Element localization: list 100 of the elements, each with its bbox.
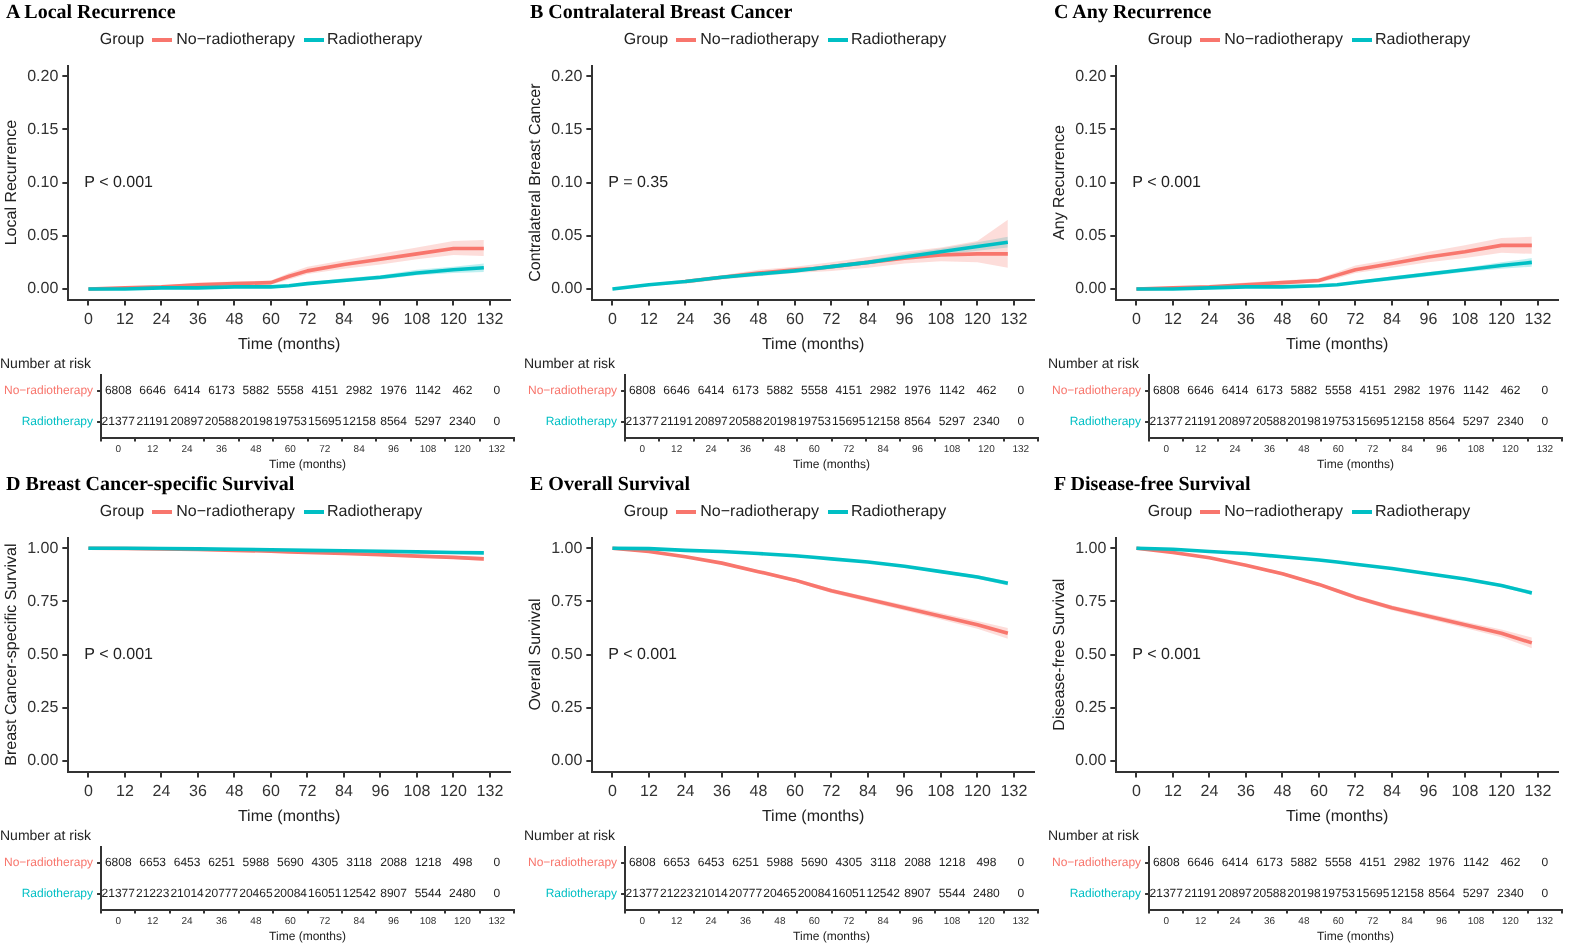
- y-tick-label: 0.20: [1075, 66, 1108, 85]
- legend-label: No−radiotherapy: [176, 30, 295, 48]
- x-tick-label: 60: [786, 309, 805, 328]
- legend-label: No−radiotherapy: [176, 502, 295, 520]
- y-axis-title: Local Recurrence: [2, 118, 21, 246]
- x-tick-label: 72: [822, 781, 842, 800]
- x-tick-label: 24: [1200, 781, 1220, 800]
- y-tick-label: 0.50: [551, 645, 584, 664]
- y-axis-title: Any Recurrence: [1050, 124, 1069, 240]
- x-tick-label: 132: [1524, 781, 1553, 800]
- annotation: P < 0.001: [84, 173, 155, 192]
- chart-title: D Breast Cancer-specific Survival: [4, 472, 297, 500]
- x-tick-label: 48: [225, 309, 245, 328]
- y-tick-label: 0.50: [1075, 645, 1108, 664]
- legend-label: Radiotherapy: [327, 502, 423, 520]
- x-tick-label: 12: [640, 781, 659, 800]
- y-tick-label: 0.05: [551, 226, 584, 245]
- x-tick-label: 0: [83, 781, 94, 800]
- y-tick-label: 0.50: [27, 645, 60, 664]
- x-tick-label: 108: [1451, 781, 1480, 800]
- legend-title: Group: [623, 502, 669, 520]
- x-tick-label: 84: [859, 781, 878, 800]
- x-tick-label: 108: [927, 309, 956, 328]
- y-tick-label: 1.00: [1075, 538, 1108, 557]
- legend-label: Radiotherapy: [1375, 502, 1471, 520]
- annotation: P < 0.001: [1132, 173, 1203, 192]
- y-tick-label: 0.00: [551, 279, 584, 298]
- x-axis-title: Time (months): [761, 334, 866, 353]
- chart-title: B Contralateral Breast Cancer: [528, 0, 795, 28]
- x-axis-title: Time (months): [1285, 334, 1390, 353]
- legend-title: Group: [1147, 502, 1193, 520]
- x-tick-label: 0: [83, 309, 94, 328]
- x-tick-label: 36: [1237, 781, 1256, 800]
- legend-title: Group: [99, 30, 145, 48]
- x-tick-label: 96: [371, 309, 391, 328]
- x-tick-label: 24: [152, 781, 172, 800]
- x-tick-label: 132: [1000, 309, 1029, 328]
- x-tick-label: 0: [607, 309, 618, 328]
- x-tick-label: 108: [927, 781, 956, 800]
- x-tick-label: 36: [713, 781, 732, 800]
- x-tick-label: 24: [1200, 309, 1220, 328]
- x-tick-label: 0: [1131, 309, 1142, 328]
- y-tick-label: 0.05: [27, 226, 60, 245]
- x-tick-label: 24: [676, 309, 696, 328]
- y-tick-label: 0.10: [551, 173, 584, 192]
- x-tick-label: 24: [152, 309, 172, 328]
- x-tick-label: 72: [298, 781, 318, 800]
- annotation: P = 0.35: [608, 173, 670, 192]
- x-axis-title: Time (months): [237, 806, 342, 825]
- x-tick-label: 96: [895, 781, 915, 800]
- x-tick-label: 72: [298, 309, 318, 328]
- x-tick-label: 96: [371, 781, 391, 800]
- x-tick-label: 48: [749, 781, 769, 800]
- x-tick-label: 60: [786, 781, 805, 800]
- y-tick-label: 0.25: [551, 698, 584, 717]
- x-tick-label: 120: [964, 309, 992, 328]
- x-tick-label: 108: [1451, 309, 1480, 328]
- x-tick-label: 48: [1273, 309, 1293, 328]
- y-tick-label: 0.20: [551, 66, 584, 85]
- y-axis-title: Disease-free Survival: [1050, 578, 1069, 731]
- annotation: P < 0.001: [608, 645, 679, 664]
- y-tick-label: 0.00: [1075, 279, 1108, 298]
- x-tick-label: 12: [1164, 781, 1183, 800]
- x-tick-label: 12: [116, 309, 135, 328]
- x-tick-label: 120: [1488, 781, 1516, 800]
- y-tick-label: 0.20: [27, 66, 60, 85]
- x-tick-label: 132: [1000, 781, 1029, 800]
- x-tick-label: 0: [1131, 781, 1142, 800]
- x-tick-label: 36: [1237, 309, 1256, 328]
- legend-title: Group: [623, 30, 669, 48]
- y-tick-label: 0.75: [551, 591, 584, 610]
- x-tick-label: 84: [335, 309, 354, 328]
- x-tick-label: 12: [116, 781, 135, 800]
- x-tick-label: 108: [403, 781, 432, 800]
- y-tick-label: 0.15: [1075, 119, 1108, 138]
- x-tick-label: 96: [895, 309, 915, 328]
- x-tick-label: 84: [859, 309, 878, 328]
- x-tick-label: 12: [640, 309, 659, 328]
- x-tick-label: 0: [607, 781, 618, 800]
- x-tick-label: 132: [476, 781, 505, 800]
- legend-label: Radiotherapy: [327, 30, 423, 48]
- x-tick-label: 36: [189, 309, 208, 328]
- y-tick-label: 0.00: [551, 751, 584, 770]
- x-tick-label: 48: [1273, 781, 1293, 800]
- x-tick-label: 132: [1524, 309, 1553, 328]
- annotation: P < 0.001: [1132, 645, 1203, 664]
- x-tick-label: 84: [1383, 781, 1402, 800]
- x-tick-label: 132: [476, 309, 505, 328]
- y-tick-label: 1.00: [27, 538, 60, 557]
- x-tick-label: 120: [440, 309, 468, 328]
- x-tick-label: 72: [822, 309, 842, 328]
- x-tick-label: 108: [403, 309, 432, 328]
- legend-label: Radiotherapy: [1375, 30, 1471, 48]
- x-tick-label: 120: [440, 781, 468, 800]
- x-tick-label: 84: [1383, 309, 1402, 328]
- y-tick-label: 0.10: [1075, 173, 1108, 192]
- legend-title: Group: [99, 502, 145, 520]
- x-tick-label: 72: [1346, 781, 1366, 800]
- y-axis-title: Breast Cancer-specific Survival: [2, 543, 21, 766]
- x-tick-label: 60: [1310, 781, 1329, 800]
